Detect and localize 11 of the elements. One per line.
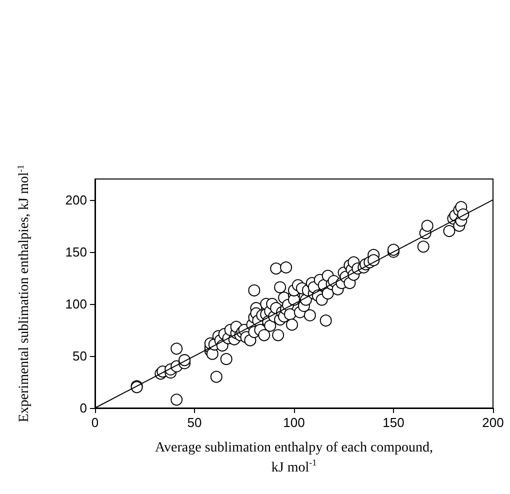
y-tick-label: 100 — [65, 296, 87, 312]
x-tick-label: 100 — [283, 415, 305, 430]
x-tick-label: 0 — [91, 415, 99, 430]
x-tick-label: 200 — [482, 415, 504, 430]
y-tick-label: 200 — [65, 192, 87, 208]
y-tick-label: 0 — [80, 400, 87, 416]
y-tick-label: 50 — [72, 348, 87, 364]
x-tick-label: 150 — [382, 415, 404, 430]
x-tick-label: 50 — [187, 415, 202, 430]
y-axis-title: Experimental sublimation enthalpies, kJ mol-1 — [16, 164, 32, 422]
y-tick-label: 150 — [65, 244, 87, 260]
